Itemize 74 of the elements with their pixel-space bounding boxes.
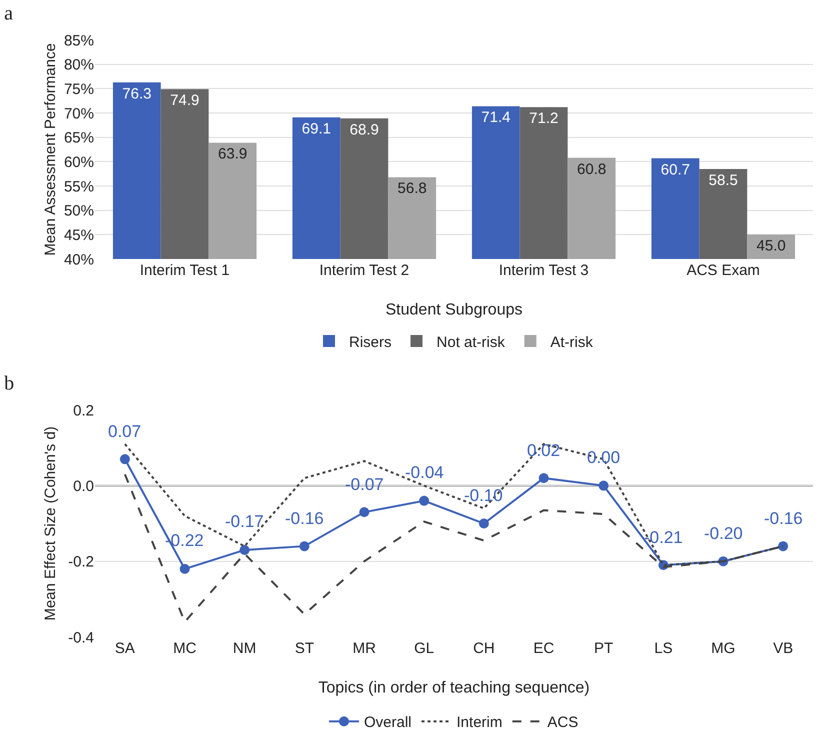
y-tick-label: -0.2	[68, 554, 94, 571]
x-tick-label: LS	[654, 640, 673, 657]
data-label: 63.9	[218, 146, 248, 163]
data-label: 74.9	[170, 92, 200, 110]
x-tick-label: ST	[294, 640, 314, 657]
legend-label: At-risk	[550, 334, 594, 351]
point	[120, 454, 130, 464]
y-tick-label: 0.0	[73, 478, 94, 495]
data-label: 60.7	[660, 161, 690, 178]
legend-label: Not at-risk	[436, 334, 506, 351]
y-tick-label: 45%	[64, 226, 94, 244]
point	[778, 541, 788, 552]
x-tick-label: PT	[594, 640, 614, 657]
x-tick-label: NM	[232, 640, 256, 657]
data-label: 69.1	[302, 120, 331, 138]
point	[419, 496, 430, 506]
data-label: 60.8	[577, 160, 606, 178]
x-tick-label: MC	[173, 640, 197, 657]
x-tick-label: ACS Exam	[686, 262, 760, 279]
data-label: -0.04	[405, 463, 444, 482]
data-label: 0.07	[108, 422, 142, 441]
x-tick-label: Interim Test 1	[140, 262, 230, 279]
y-tick-label: 75%	[64, 80, 94, 98]
data-label: 0.02	[527, 441, 560, 460]
data-label: -0.16	[285, 509, 324, 528]
data-label: -0.21	[644, 528, 683, 547]
y-tick-label: 50%	[64, 202, 94, 220]
x-tick-label: SA	[114, 640, 135, 657]
x-axis-title: Topics (in order of teaching sequence)	[318, 680, 590, 697]
y-tick-label: 40%	[64, 251, 94, 268]
point	[359, 507, 370, 518]
y-tick-label: 70%	[64, 105, 94, 122]
y-axis-title: Mean Effect Size (Cohen's d)	[42, 426, 59, 621]
point	[240, 544, 250, 555]
point	[478, 518, 489, 528]
x-tick-label: MR	[352, 640, 376, 657]
data-label: 45.0	[756, 238, 786, 255]
data-label: 68.9	[350, 121, 379, 138]
x-tick-label: GL	[414, 640, 434, 657]
point	[538, 473, 549, 484]
y-tick-label: 55%	[64, 178, 94, 196]
y-tick-label: 80%	[64, 56, 94, 74]
y-tick-label: -0.4	[68, 629, 94, 646]
legend-label: ACS	[547, 714, 578, 732]
y-tick-label: 85%	[64, 32, 94, 50]
x-axis-title: Student Subgroups	[386, 302, 522, 319]
data-label: -0.20	[704, 524, 743, 543]
legend-label: Risers	[349, 334, 392, 351]
y-tick-label: 0.2	[73, 402, 94, 420]
x-tick-label: EC	[533, 640, 554, 657]
legend-label: Interim	[456, 714, 502, 732]
legend-label: Overall	[364, 714, 412, 732]
data-label: -0.16	[764, 509, 803, 528]
x-tick-label: Interim Test 3	[498, 262, 589, 279]
y-tick-label: 65%	[64, 130, 94, 147]
x-tick-label: MG	[711, 640, 736, 657]
chart-title: a	[4, 2, 14, 25]
data-label: 0.00	[587, 448, 620, 467]
point	[299, 541, 310, 552]
y-axis-title: Mean Assessment Performance	[42, 43, 59, 256]
data-label: 71.4	[481, 109, 510, 126]
x-tick-label: VB	[773, 640, 794, 657]
point	[598, 480, 609, 491]
x-tick-label: CH	[473, 640, 495, 657]
y-tick-label: 60%	[64, 154, 94, 171]
chart-title: b	[4, 372, 14, 395]
point	[180, 564, 190, 574]
data-label: 71.2	[529, 110, 558, 128]
data-label: -0.17	[225, 512, 264, 531]
data-label: 76.3	[122, 85, 152, 102]
data-label: 58.5	[708, 172, 738, 189]
x-tick-label: Interim Test 2	[319, 262, 410, 279]
data-label: -0.10	[464, 486, 503, 505]
data-label: 56.8	[398, 180, 427, 198]
